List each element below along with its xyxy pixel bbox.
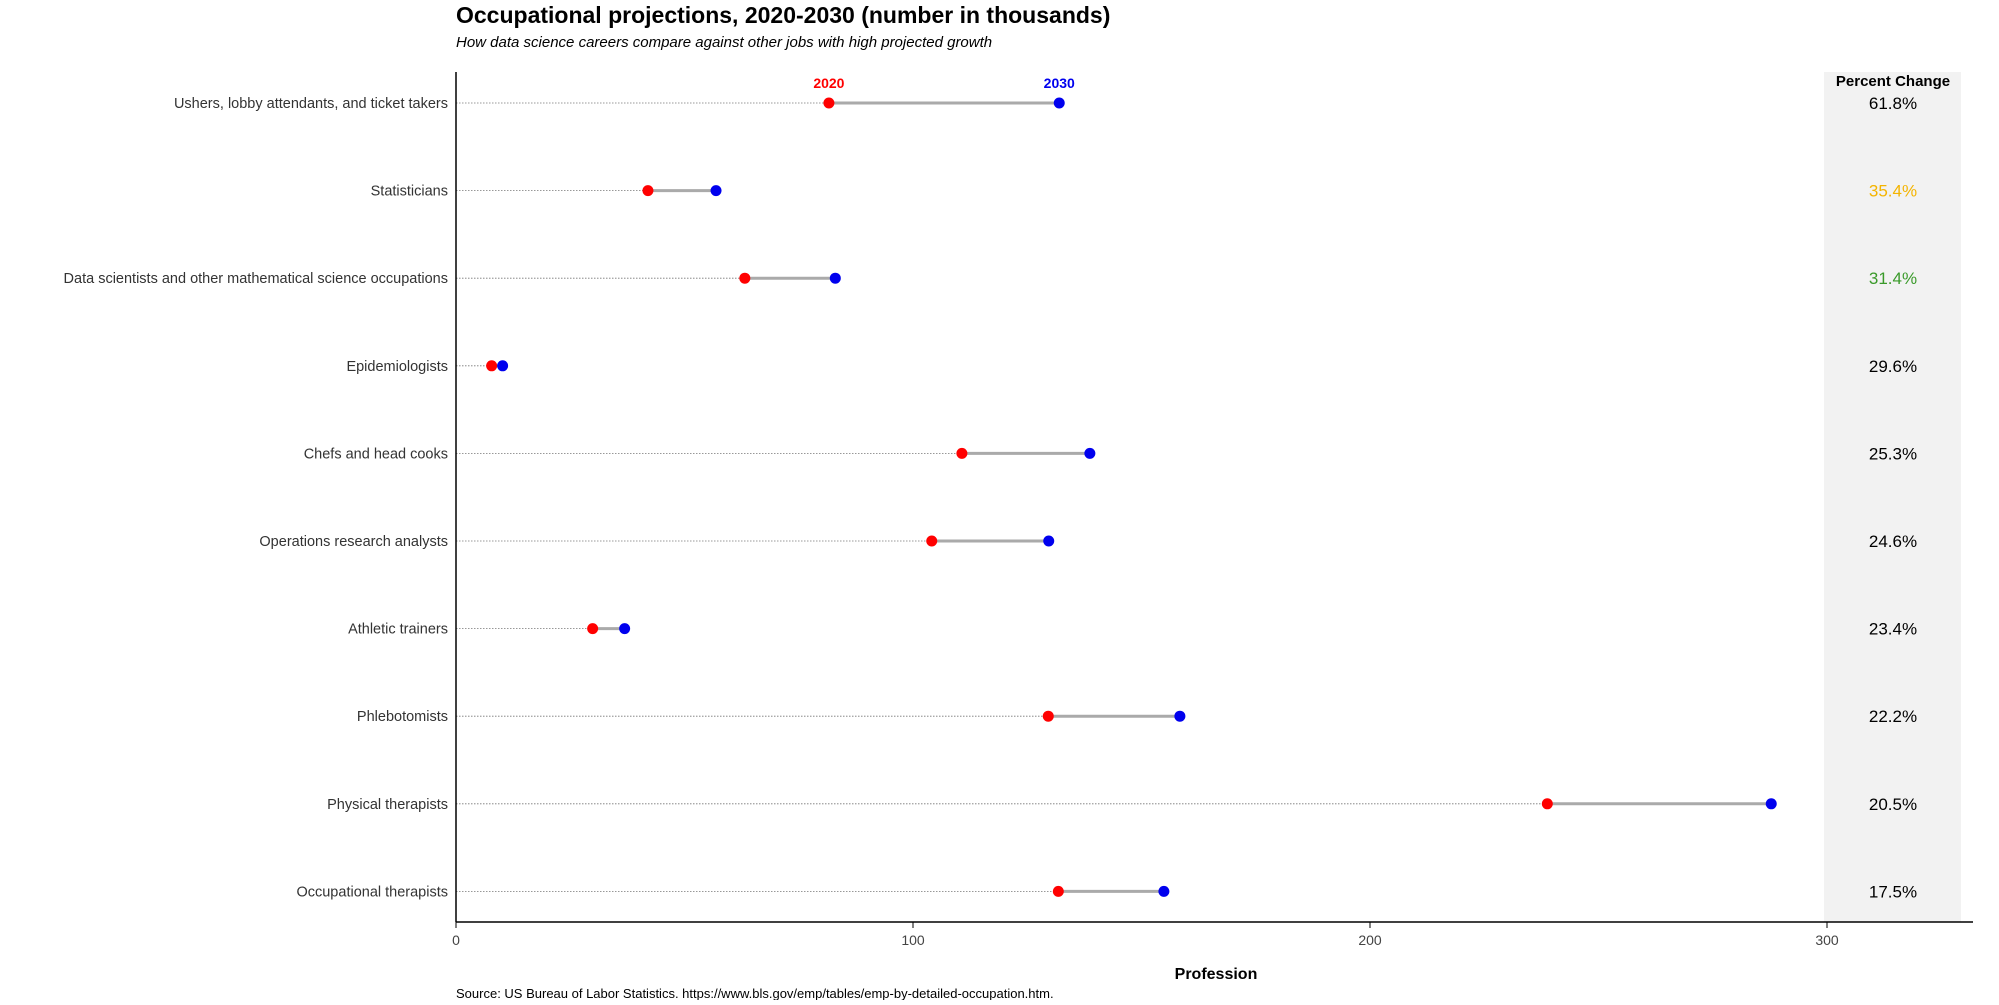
point-2030 bbox=[1174, 710, 1186, 722]
x-axis-label: Profession bbox=[1175, 966, 1258, 983]
x-tick-label: 300 bbox=[1815, 932, 1839, 948]
x-tick-label: 200 bbox=[1358, 932, 1382, 948]
point-2020 bbox=[1052, 885, 1064, 897]
point-2020 bbox=[1541, 798, 1553, 810]
dumbbell-row: Data scientists and other mathematical s… bbox=[64, 269, 1918, 288]
profession-label: Phlebotomists bbox=[357, 709, 448, 725]
dumbbell-row: Athletic trainers 23.4% bbox=[348, 620, 1917, 639]
percent-change-value: 24.6% bbox=[1869, 532, 1917, 551]
percent-change-panel bbox=[1824, 72, 1961, 922]
source-note: Source: US Bureau of Labor Statistics. h… bbox=[456, 986, 1054, 1000]
point-2030 bbox=[1053, 97, 1065, 109]
dumbbell-row: Statisticians 35.4% bbox=[371, 182, 1917, 201]
dumbbell-row: Operations research analysts 24.6% bbox=[259, 532, 1917, 551]
x-tick-label: 100 bbox=[901, 932, 925, 948]
point-2020 bbox=[739, 272, 751, 284]
point-2030 bbox=[1158, 885, 1170, 897]
profession-label: Occupational therapists bbox=[296, 884, 448, 900]
x-ticks: 0 100 200 300 bbox=[452, 922, 1839, 948]
chart-subtitle: How data science careers compare against… bbox=[456, 34, 992, 51]
dumbbell-row: Ushers, lobby attendants, and ticket tak… bbox=[174, 94, 1917, 113]
point-2030 bbox=[1043, 535, 1055, 547]
profession-label: Ushers, lobby attendants, and ticket tak… bbox=[174, 96, 448, 112]
x-tick-label: 0 bbox=[452, 932, 460, 948]
dumbbell-row: Chefs and head cooks 25.3% bbox=[304, 444, 1917, 463]
point-2020 bbox=[486, 360, 498, 372]
chart-title: Occupational projections, 2020-2030 (num… bbox=[456, 2, 1110, 28]
dumbbell-row: Phlebotomists 22.2% bbox=[357, 707, 1917, 726]
profession-label: Epidemiologists bbox=[346, 359, 448, 375]
percent-change-value: 61.8% bbox=[1869, 94, 1917, 113]
profession-label: Athletic trainers bbox=[348, 622, 448, 638]
rows-layer: Ushers, lobby attendants, and ticket tak… bbox=[64, 94, 1918, 901]
percent-change-value: 17.5% bbox=[1869, 882, 1917, 901]
percent-change-value: 35.4% bbox=[1869, 182, 1917, 201]
dumbbell-row: Epidemiologists 29.6% bbox=[346, 357, 1917, 376]
point-2020 bbox=[1042, 710, 1054, 722]
percent-change-value: 22.2% bbox=[1869, 707, 1917, 726]
legend-label-2020: 2020 bbox=[813, 75, 844, 91]
point-2030 bbox=[497, 360, 509, 372]
dumbbell-row: Physical therapists 20.5% bbox=[327, 795, 1917, 814]
profession-label: Physical therapists bbox=[327, 797, 448, 813]
profession-label: Operations research analysts bbox=[259, 534, 448, 550]
point-2030 bbox=[1084, 447, 1096, 459]
percent-change-header: Percent Change bbox=[1836, 73, 1950, 90]
point-2030 bbox=[710, 185, 722, 197]
point-2030 bbox=[619, 623, 631, 635]
legend-label-2030: 2030 bbox=[1044, 75, 1075, 91]
point-2020 bbox=[926, 535, 938, 547]
percent-change-value: 29.6% bbox=[1869, 357, 1917, 376]
profession-label: Statisticians bbox=[371, 184, 448, 200]
profession-label: Chefs and head cooks bbox=[304, 446, 448, 462]
point-2020 bbox=[823, 97, 835, 109]
percent-change-value: 20.5% bbox=[1869, 795, 1917, 814]
point-2020 bbox=[587, 623, 599, 635]
percent-change-value: 25.3% bbox=[1869, 444, 1917, 463]
percent-change-value: 31.4% bbox=[1869, 269, 1917, 288]
dumbbell-row: Occupational therapists 17.5% bbox=[296, 882, 1917, 901]
point-2020 bbox=[956, 447, 968, 459]
percent-change-value: 23.4% bbox=[1869, 620, 1917, 639]
profession-label: Data scientists and other mathematical s… bbox=[64, 271, 448, 287]
point-2030 bbox=[829, 272, 841, 284]
point-2020 bbox=[642, 185, 654, 197]
point-2030 bbox=[1765, 798, 1777, 810]
